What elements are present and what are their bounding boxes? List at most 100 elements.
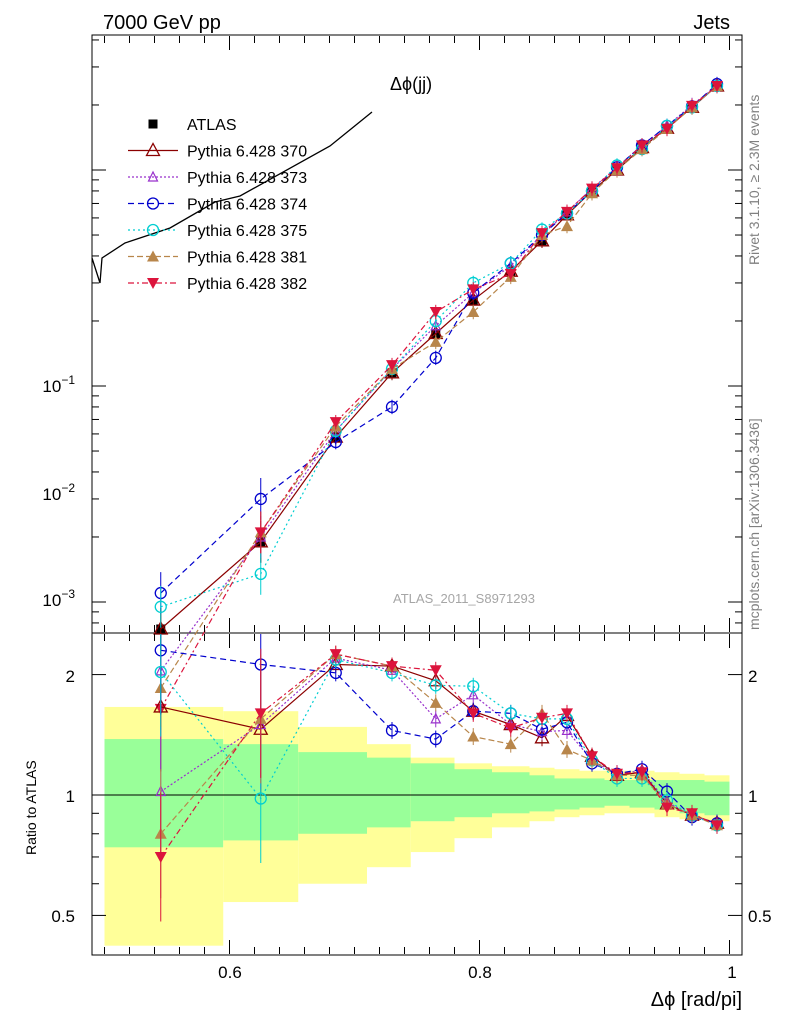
ratio-data-point xyxy=(467,688,479,700)
data-point xyxy=(429,307,442,319)
data-point xyxy=(430,319,442,331)
legend-label: Pythia 6.428 382 xyxy=(187,276,307,293)
ratio-data-point xyxy=(154,665,167,679)
ratio-data-point xyxy=(154,851,167,863)
data-point xyxy=(586,183,598,195)
ratio-data-point xyxy=(686,808,698,820)
data-point xyxy=(329,417,342,429)
main-ytick-label: 10−1 xyxy=(42,373,75,396)
data-point xyxy=(711,80,723,92)
series-line xyxy=(160,85,718,630)
data-point xyxy=(254,492,267,506)
legend-entry: Pythia 6.428 375 xyxy=(128,223,307,240)
data-point xyxy=(386,360,398,372)
main-ytick-label: 10−2 xyxy=(42,481,75,504)
ratio-data-point xyxy=(536,712,548,724)
ratio-ytick-label-right: 1 xyxy=(748,787,757,806)
data-point xyxy=(467,306,480,318)
legend-marker xyxy=(147,250,159,262)
ratio-data-point xyxy=(611,768,623,780)
legend: ATLAS Pythia 6.428 370 Pythia 6.428 373 Pyt… xyxy=(128,117,307,293)
ratio-data-point xyxy=(429,732,442,746)
legend-label: Pythia 6.428 381 xyxy=(187,250,307,267)
ratio-ytick-label-right: 0.5 xyxy=(748,907,772,926)
legend-entry: Pythia 6.428 373 xyxy=(128,170,307,187)
main-ytick-label: 10−3 xyxy=(42,587,75,610)
legend-marker xyxy=(148,119,158,129)
data-point xyxy=(636,140,648,152)
data-point xyxy=(504,269,517,281)
ratio-data-point xyxy=(429,696,442,708)
overlay-curve xyxy=(91,111,373,284)
stat-band xyxy=(298,752,367,834)
analysis-label: ATLAS_2011_S8971293 xyxy=(393,591,535,606)
ratio-ytick-label: 0.5 xyxy=(51,907,75,926)
ratio-data-point xyxy=(504,723,517,735)
ratio-data-point xyxy=(504,707,517,720)
legend-label: Pythia 6.428 374 xyxy=(187,197,307,214)
data-point xyxy=(429,335,442,347)
data-point xyxy=(467,284,480,296)
ratio-data-point xyxy=(254,792,267,805)
series-line xyxy=(160,83,718,594)
header-right: Jets xyxy=(693,12,730,34)
data-point xyxy=(385,400,399,414)
ratio-ytick-label-right: 2 xyxy=(748,667,757,686)
main-series-layer xyxy=(153,76,725,730)
ratio-data-point xyxy=(385,724,399,737)
plot-title: Δϕ(jj) xyxy=(390,74,432,94)
stat-band xyxy=(579,778,605,808)
ratio-data-point xyxy=(467,730,480,742)
ratio-ticks xyxy=(92,36,742,954)
stat-band xyxy=(529,775,555,812)
stat-band xyxy=(554,778,580,810)
stat-band xyxy=(367,757,411,828)
legend-entry: Pythia 6.428 381 xyxy=(128,250,307,267)
data-point xyxy=(561,206,573,218)
data-point xyxy=(154,600,167,613)
ratio-data-point xyxy=(711,820,723,832)
x-axis-label: Δϕ [rad/pi] xyxy=(651,989,742,1011)
legend-label: Pythia 6.428 370 xyxy=(187,144,307,161)
ratio-data-point xyxy=(534,729,550,744)
legend-marker xyxy=(147,278,159,289)
stat-band xyxy=(410,763,455,822)
ratio-series-layer xyxy=(153,634,725,922)
legend-label: ATLAS xyxy=(187,117,237,134)
data-point xyxy=(254,567,267,580)
ratio-data-point xyxy=(429,665,442,677)
legend-label: Pythia 6.428 373 xyxy=(187,170,307,187)
side-bottom-label: mcplots.cern.ch [arXiv:1306.3436] xyxy=(746,418,762,630)
main-y-ticks xyxy=(92,39,742,624)
legend-entry: Pythia 6.428 370 xyxy=(128,142,307,161)
ratio-ylabel: Ratio to ATLAS xyxy=(23,760,39,855)
ratio-series-line xyxy=(160,653,718,858)
ratio-data-point xyxy=(561,724,573,736)
data-point xyxy=(611,163,623,175)
legend-label: Pythia 6.428 375 xyxy=(187,223,307,240)
xtick-label: 0.6 xyxy=(218,963,242,982)
data-point xyxy=(561,220,573,232)
stat-band xyxy=(454,769,492,818)
xtick-label: 1 xyxy=(727,963,736,982)
legend-marker xyxy=(146,197,160,210)
data-point xyxy=(661,123,673,135)
ratio-data-point xyxy=(329,649,342,661)
ratio-data-point xyxy=(636,767,648,779)
stat-band xyxy=(704,781,730,816)
data-point xyxy=(429,351,442,364)
ratio-data-point xyxy=(561,743,573,755)
legend-entry: Pythia 6.428 374 xyxy=(128,197,307,214)
ratio-data-point xyxy=(661,802,673,814)
ratio-series-pythia-6-428-382 xyxy=(154,645,723,922)
series-pythia-6-428-382 xyxy=(154,78,723,730)
data-point xyxy=(536,228,548,240)
header-left: 7000 GeV pp xyxy=(103,12,221,34)
ratio-panel-frame xyxy=(91,632,743,956)
ratio-bands xyxy=(104,706,730,946)
ratio-data-point xyxy=(254,708,267,720)
ratio-data-point xyxy=(561,708,573,720)
ratio-ytick-label: 1 xyxy=(66,787,75,806)
legend-entry: ATLAS xyxy=(148,117,237,134)
ratio-ytick-label: 2 xyxy=(66,667,75,686)
